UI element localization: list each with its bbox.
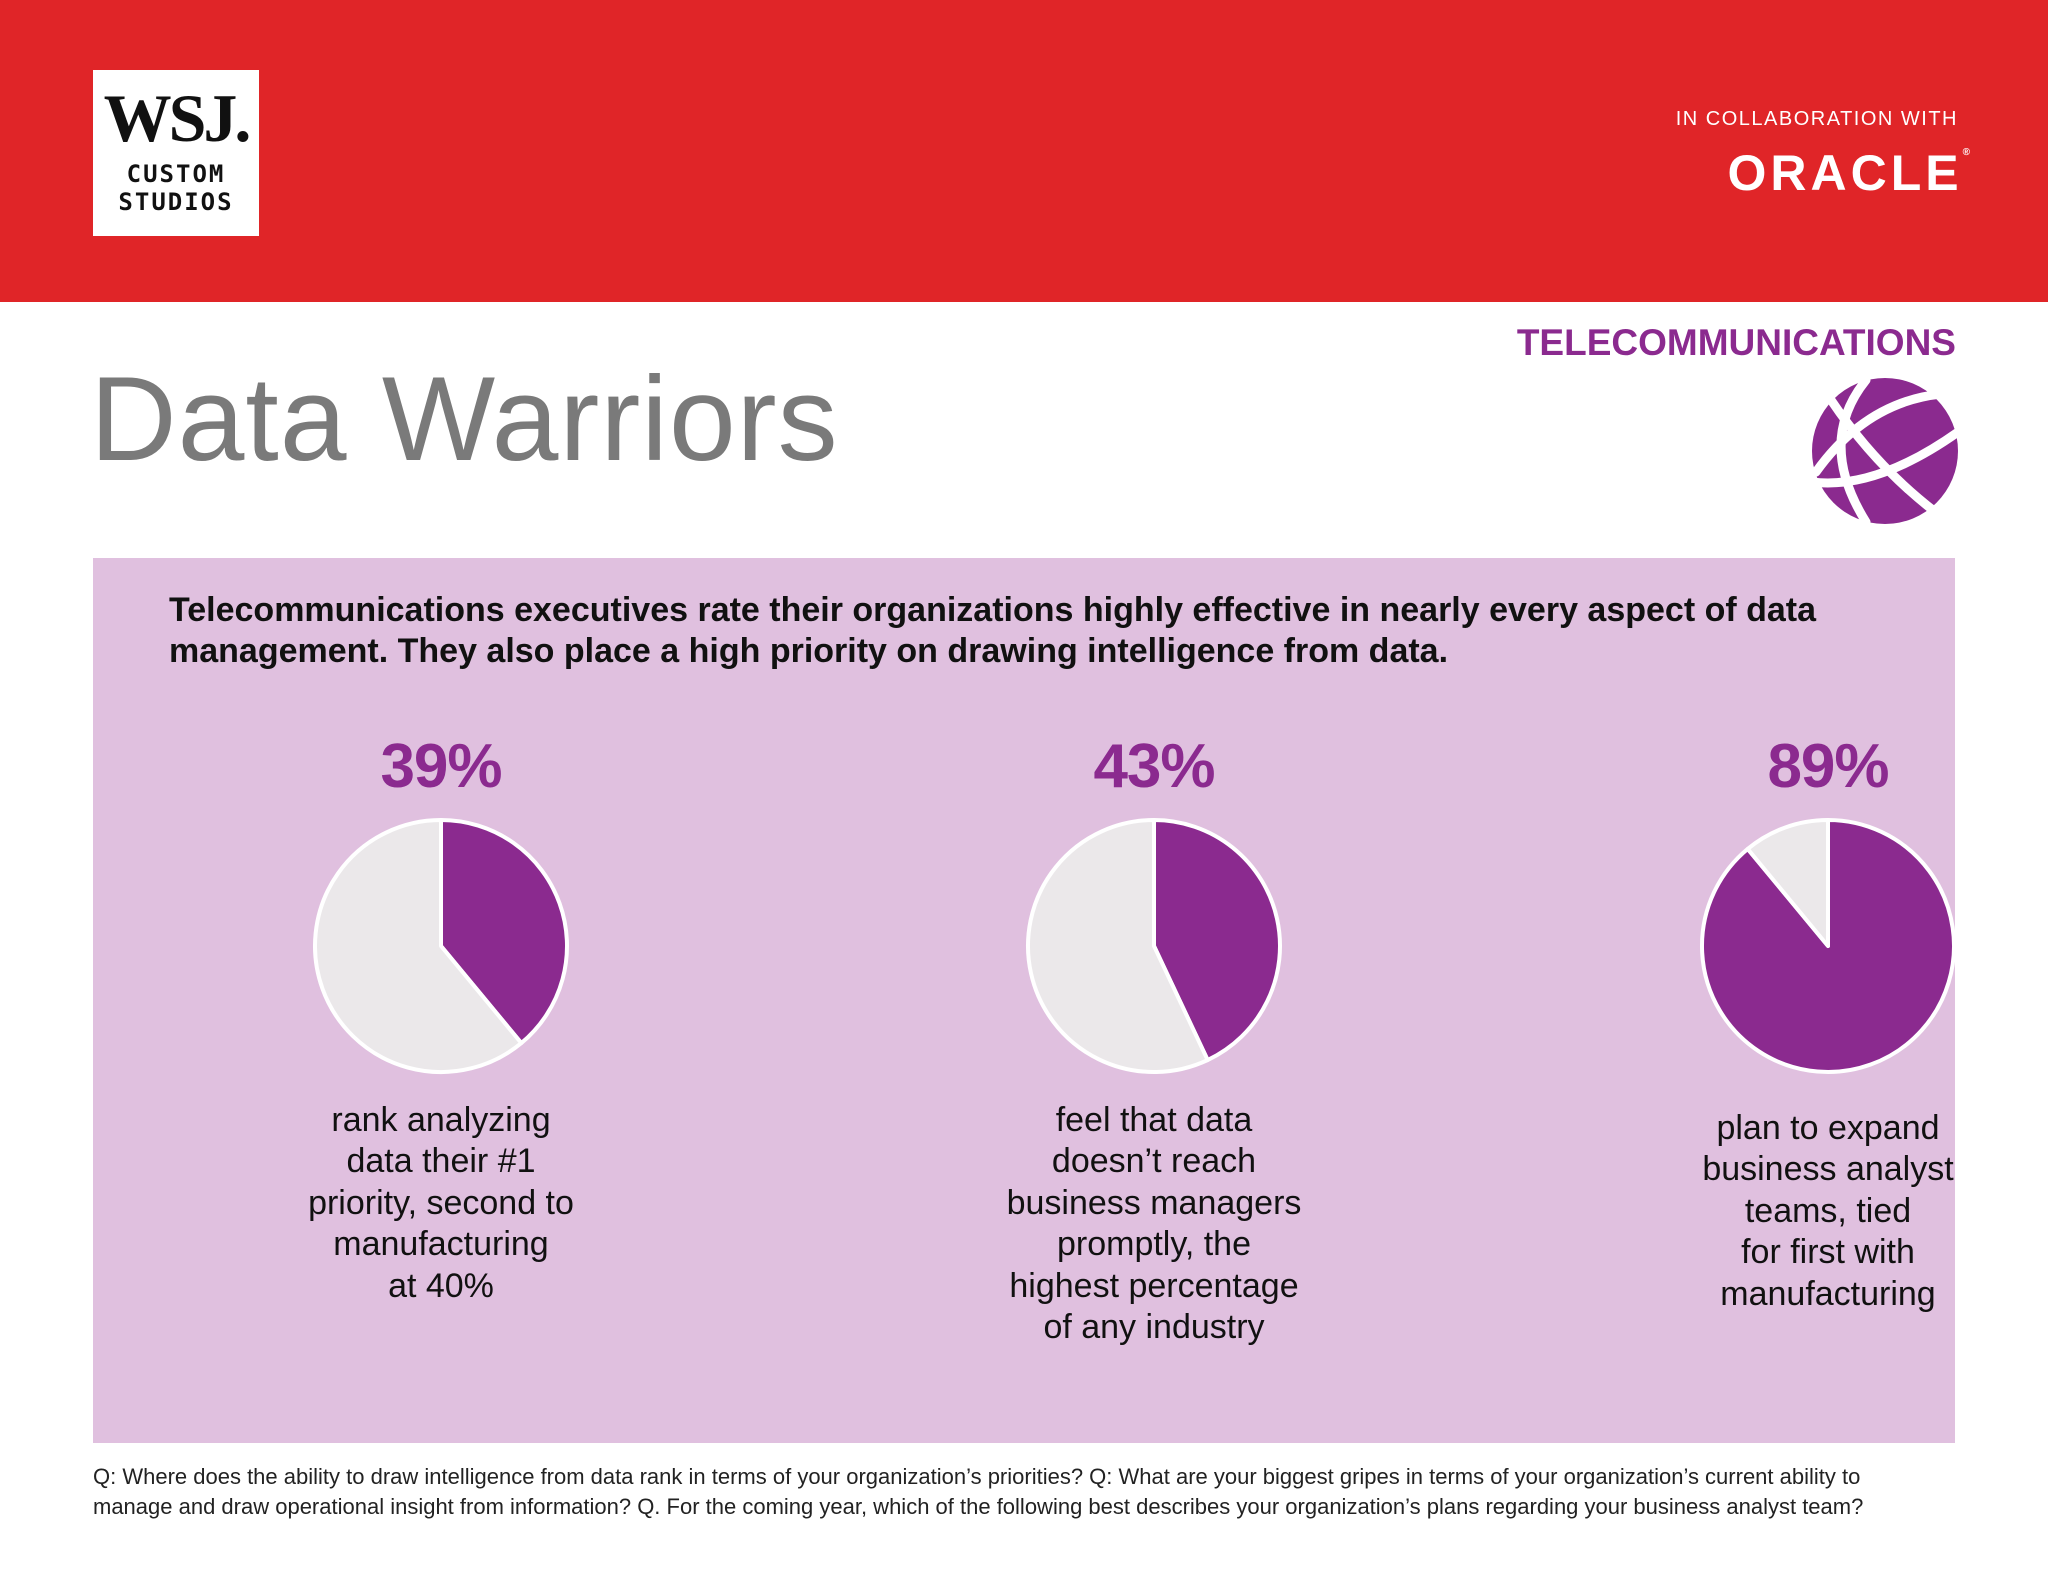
pie-3-desc-line: teams, tied: [1744, 1191, 1912, 1230]
oracle-logo: ORACLE®: [1727, 145, 1970, 201]
pie-3-desc-line: business analyst: [1702, 1150, 1954, 1189]
pie-2-desc-line: highest percentage: [1009, 1266, 1299, 1305]
pie-1-slice-1: [439, 818, 569, 1046]
intro-text: Telecommunications executives rate their…: [169, 591, 1817, 671]
wsj-logo-line2: STUDIOS: [118, 188, 234, 216]
pie-2-slice-2: [1026, 818, 1210, 1074]
pie-3-percent: 89%: [1767, 732, 1889, 801]
pie-2-desc-line: business managers: [1006, 1183, 1302, 1222]
industry-label: TELECOMMUNICATIONS: [1516, 322, 1956, 363]
pie-3: [1700, 818, 1956, 1074]
stats-panel: Telecommunications executives rate their…: [93, 558, 1956, 1443]
collaboration-label: IN COLLABORATION WITH: [1675, 108, 1958, 130]
pie-2-desc-line: promptly, the: [1056, 1225, 1251, 1264]
globe-icon: [1807, 375, 1963, 527]
wsj-logo: WSJ. CUSTOM STUDIOS: [93, 70, 259, 236]
wsj-logo-word: WSJ.: [103, 80, 252, 156]
pie-2-slice-1: [1152, 818, 1282, 1063]
pie-3-desc-line: plan to expand: [1716, 1109, 1940, 1147]
pie-2-description: feel that data doesn’t reach business ma…: [904, 1100, 1404, 1349]
pie-2: [1026, 818, 1282, 1074]
footnote-line-1: Q: Where does the ability to draw intell…: [93, 1464, 1861, 1489]
pie-1-percent: 39%: [380, 732, 502, 801]
stat-2: 43% feel that data doesn’t reach busines…: [904, 736, 1404, 1349]
pie-1-desc-line: rank analyzing: [331, 1101, 551, 1139]
pie-1-description: rank analyzing data their #1 priority, s…: [191, 1100, 691, 1307]
pie-3-desc-line: for first with: [1741, 1233, 1915, 1272]
pie-3-desc-line: manufacturing: [1720, 1274, 1936, 1313]
oracle-registered-mark: ®: [1962, 147, 1970, 158]
pie-2-desc-line: of any industry: [1043, 1308, 1265, 1347]
header-banner: WSJ. CUSTOM STUDIOS IN COLLABORATION WIT…: [0, 0, 2048, 302]
pie-2-percent: 43%: [1093, 732, 1215, 801]
pie-2-desc-line: doesn’t reach: [1051, 1142, 1257, 1181]
pie-3-description: plan to expand business analyst teams, t…: [1578, 1108, 2048, 1315]
oracle-logo-word: ORACLE: [1727, 145, 1963, 201]
pie-2-desc-line: feel that data: [1055, 1101, 1253, 1139]
survey-questions-footnote: Q: Where does the ability to draw intell…: [93, 1462, 1963, 1523]
pie-1-slice-2: [313, 818, 524, 1074]
wsj-logo-line1: CUSTOM: [126, 160, 226, 188]
page-title: Data Warriors: [90, 352, 839, 486]
pie-3-slice-2: [1745, 818, 1830, 948]
pie-1-desc-line: priority, second to: [308, 1183, 574, 1222]
stat-3: 89% plan to expand business analyst team…: [1578, 736, 2048, 1315]
pie-1: [313, 818, 569, 1074]
pie-1-desc-line: at 40%: [388, 1266, 494, 1305]
footnote-line-2: manage and draw operational insight from…: [93, 1494, 1864, 1520]
pie-1-desc-line: data their #1: [346, 1142, 536, 1181]
pie-1-desc-line: manufacturing: [333, 1225, 549, 1264]
stat-1: 39% rank analyzing data their #1 priorit…: [191, 736, 691, 1307]
